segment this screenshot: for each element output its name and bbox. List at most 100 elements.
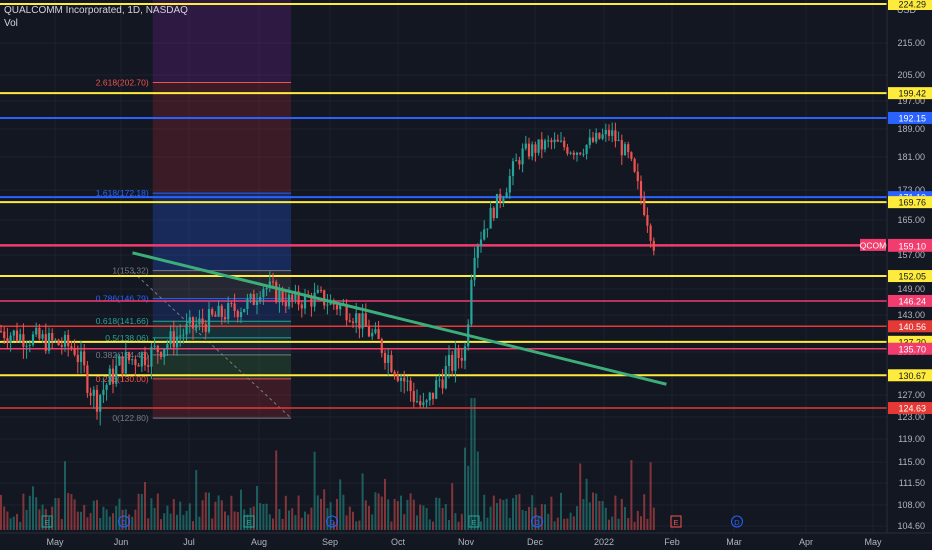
volume-bar (409, 493, 412, 530)
volume-bar (598, 500, 601, 530)
candle-body (220, 305, 223, 318)
candle-body (19, 334, 22, 342)
volume-bar (448, 520, 450, 530)
level-price-tag (888, 239, 932, 252)
volume-bar (89, 513, 92, 530)
time-tick: Jun (114, 537, 129, 547)
volume-bar (393, 498, 396, 530)
candle-body (639, 181, 643, 199)
fib-label: 1.618(172.18) (96, 188, 149, 198)
time-tick: Oct (391, 537, 406, 547)
candle-body (454, 349, 457, 371)
volume-bar (278, 509, 281, 530)
candle-body (489, 207, 492, 229)
volume-bar (601, 501, 604, 530)
volume-bar (396, 501, 399, 530)
candle-body (377, 329, 380, 340)
volume-bar (83, 504, 86, 530)
candle-body (351, 321, 355, 323)
candle-body (223, 317, 227, 320)
volume-bar (246, 514, 249, 530)
candle-body (406, 380, 409, 382)
volume-bar (185, 510, 188, 530)
event-marker-label: E (673, 518, 678, 527)
candle-body (623, 144, 627, 156)
candle-body (419, 401, 422, 406)
candle-body (9, 335, 12, 343)
candle-body (601, 134, 604, 139)
candle-body (76, 354, 79, 362)
volume-bar (163, 513, 166, 530)
volume-bar (630, 460, 633, 530)
time-tick: Nov (458, 537, 475, 547)
volume-bar (249, 507, 252, 530)
candle-body (185, 323, 188, 335)
candle-body (294, 291, 297, 300)
candle-body (108, 368, 111, 385)
volume-bar (457, 521, 460, 530)
volume-bar (67, 492, 70, 530)
candle-body (518, 160, 521, 165)
volume-bar (416, 515, 418, 530)
candle-body (38, 327, 41, 339)
level-price-tag (888, 111, 932, 124)
volume-bar (288, 510, 290, 530)
candle-body (620, 140, 623, 156)
candle-body (627, 144, 630, 153)
chart-title: QUALCOMM Incorporated, 1D, NASDAQ (4, 5, 188, 16)
volume-bar (547, 513, 550, 530)
candle-body (31, 334, 35, 345)
volume-bar (192, 521, 194, 530)
volume-bar (617, 518, 620, 530)
candle-body (499, 194, 502, 203)
volume-bar (179, 501, 182, 530)
volume-bar (528, 506, 530, 530)
volume-bar (467, 465, 470, 530)
volume-bar (16, 513, 18, 530)
volume-bar (310, 507, 313, 530)
candle-body (547, 140, 550, 142)
volume-bar (41, 504, 44, 530)
candle-body (303, 294, 307, 309)
level-price-text: 192.15 (898, 113, 926, 123)
candle-body (287, 294, 291, 307)
volume-bar (454, 513, 457, 530)
volume-bar (390, 521, 393, 530)
candle-body (124, 352, 127, 374)
volume-bar (636, 510, 639, 530)
candle-body (63, 334, 67, 347)
dividend-marker (326, 515, 338, 528)
fib-zone-0382 (152, 354, 292, 379)
volume-bar (518, 493, 521, 530)
volume-bar (572, 516, 575, 530)
candle-body (527, 143, 531, 157)
candle-body (588, 137, 591, 145)
candle-body (182, 334, 185, 336)
volume-bar (355, 521, 358, 530)
fib-zone-2618 (152, 82, 292, 194)
volume-bar (368, 505, 370, 530)
volume-bar (569, 512, 572, 530)
price-tick: 215.00 (897, 38, 925, 48)
candle-body (358, 313, 361, 329)
candle-body (217, 305, 220, 317)
candle-body (451, 354, 454, 371)
candle-body (230, 303, 233, 305)
candle-body (105, 384, 108, 390)
gridlines (0, 0, 887, 533)
volume-bar (12, 516, 15, 530)
candle-body (319, 289, 323, 291)
candle-body (412, 391, 415, 402)
time-tick: Apr (799, 537, 813, 547)
volume-bar (3, 506, 6, 530)
horizontal-levels (0, 3, 887, 409)
candle-body (143, 352, 147, 366)
candle-body (297, 291, 300, 305)
candle-body (73, 347, 76, 355)
volume-bar (358, 520, 361, 530)
candle-body (556, 139, 559, 142)
volume-bar (464, 447, 466, 530)
candle-body (524, 143, 527, 149)
candle-body (476, 245, 479, 258)
